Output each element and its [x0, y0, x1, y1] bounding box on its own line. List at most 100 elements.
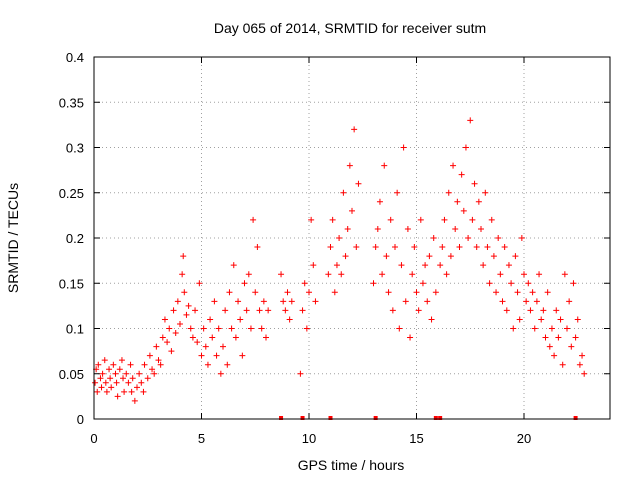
y-tick-label: 0.05: [59, 367, 84, 382]
data-point: [426, 253, 433, 260]
data-point: [411, 244, 418, 251]
data-point: [465, 235, 472, 241]
tick-marks: [93, 56, 610, 420]
data-point: [497, 271, 504, 278]
data-point: [546, 343, 553, 350]
data-point: [415, 307, 422, 314]
data-point: [106, 366, 113, 373]
data-point: [538, 316, 545, 323]
data-point: [310, 262, 317, 269]
data-point: [516, 316, 523, 323]
data-point: [462, 144, 469, 151]
data-point: [471, 180, 478, 187]
data-point: [94, 388, 101, 395]
data-point: [553, 307, 560, 314]
data-point: [187, 325, 194, 332]
data-point: [501, 244, 508, 251]
data-point: [224, 361, 231, 368]
data-point: [564, 325, 570, 332]
data-point: [198, 352, 205, 359]
data-point: [308, 216, 315, 223]
data-point: [207, 316, 214, 323]
data-point: [161, 316, 168, 323]
data-point: [467, 117, 474, 124]
data-point: [95, 361, 102, 368]
data-point: [288, 298, 295, 305]
data-point: [456, 244, 463, 251]
data-point: [118, 357, 125, 364]
data-point: [340, 189, 347, 196]
data-point: [121, 388, 128, 395]
data-point: [428, 316, 435, 323]
x-tick-label: 5: [198, 431, 205, 446]
data-point: [536, 271, 543, 278]
data-point: [232, 334, 239, 341]
data-point: [235, 298, 242, 305]
data-point: [189, 334, 196, 341]
data-point: [570, 280, 577, 287]
data-point: [141, 361, 148, 368]
data-point: [424, 298, 431, 305]
data-point: [192, 307, 199, 314]
data-point: [202, 343, 209, 350]
data-point: [572, 334, 579, 341]
data-point: [116, 366, 123, 373]
data-point: [168, 348, 175, 355]
y-tick-label: 0.4: [66, 50, 84, 65]
ground-mark: [300, 416, 305, 420]
data-point: [349, 207, 355, 214]
data-point: [495, 235, 502, 241]
data-point: [579, 352, 586, 359]
data-point: [136, 370, 143, 377]
data-point: [374, 225, 381, 232]
data-point: [157, 361, 164, 368]
data-point: [503, 307, 510, 314]
data-point: [523, 298, 530, 305]
data-point: [265, 307, 272, 314]
data-point: [529, 289, 536, 296]
data-point: [566, 298, 573, 305]
data-point: [149, 366, 156, 373]
x-tick-label: 20: [517, 431, 531, 446]
data-point: [333, 262, 340, 269]
data-point: [561, 271, 568, 278]
data-point: [204, 361, 211, 368]
ground-mark: [373, 416, 378, 420]
data-point: [512, 253, 519, 260]
data-point: [181, 289, 188, 296]
data-point: [482, 189, 489, 196]
data-point: [353, 244, 360, 251]
data-point: [144, 375, 151, 382]
y-tick-labels: 0 0.05 0.1 0.15 0.2 0.25 0.3 0.35 0.4: [59, 50, 84, 427]
data-point: [432, 289, 439, 296]
data-point: [217, 370, 224, 377]
data-point: [533, 298, 540, 305]
data-point: [312, 298, 319, 305]
data-point: [370, 280, 377, 287]
ground-mark: [328, 416, 333, 420]
data-point: [508, 280, 515, 287]
data-point: [103, 388, 110, 395]
data-point: [329, 216, 336, 223]
data-points: [92, 117, 588, 404]
data-point: [581, 370, 588, 377]
data-point: [241, 280, 248, 287]
data-point: [574, 316, 581, 323]
data-point: [454, 198, 461, 205]
data-point: [306, 289, 312, 296]
data-point: [392, 244, 398, 251]
data-point: [351, 126, 358, 133]
data-point: [542, 334, 549, 341]
data-point: [551, 352, 558, 359]
data-point: [493, 289, 500, 296]
data-point: [475, 198, 482, 205]
data-point: [151, 370, 158, 377]
data-point: [568, 343, 575, 350]
data-point: [284, 289, 291, 296]
data-point: [140, 388, 147, 395]
y-tick-label: 0.15: [59, 276, 84, 291]
data-point: [379, 271, 386, 278]
data-point: [439, 244, 446, 251]
data-point: [286, 316, 293, 323]
data-point: [185, 302, 192, 309]
